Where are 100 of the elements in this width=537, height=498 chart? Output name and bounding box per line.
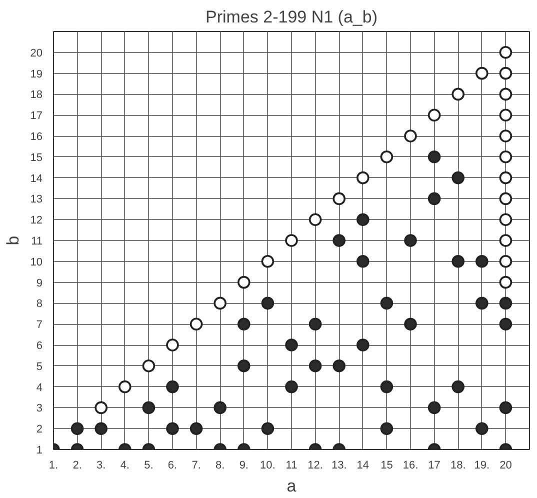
x-tick-label: 10. <box>260 460 276 472</box>
x-tick-label: 4. <box>120 460 130 472</box>
y-tick-label: 15 <box>30 152 43 164</box>
point <box>452 255 464 268</box>
point <box>285 234 298 247</box>
point <box>380 422 394 435</box>
y-tick-label: 6 <box>36 340 43 352</box>
y-tick-label: 4 <box>36 382 43 394</box>
point <box>356 171 370 184</box>
point <box>499 88 512 101</box>
point <box>499 46 512 59</box>
x-tick-label: 9. <box>239 460 248 472</box>
point <box>308 213 322 226</box>
point <box>499 130 512 142</box>
point <box>452 380 464 394</box>
x-tick-label: 11 <box>286 460 298 472</box>
point <box>332 234 346 247</box>
point <box>499 150 512 164</box>
point <box>452 171 464 184</box>
point <box>190 318 203 330</box>
point <box>404 318 417 330</box>
point <box>380 296 394 310</box>
point <box>261 296 274 310</box>
x-tick-label: 5. <box>144 460 154 472</box>
x-tick-label: 6. <box>168 460 178 472</box>
point <box>404 130 417 142</box>
y-tick-label: 10 <box>30 256 43 268</box>
y-tick-label: 18 <box>30 89 43 102</box>
x-tick-label: 19. <box>474 460 490 472</box>
point <box>499 192 512 206</box>
x-tick-label: 17 <box>428 460 440 472</box>
point <box>70 422 84 435</box>
point <box>380 380 394 394</box>
point <box>452 88 464 101</box>
x-tick-label: 2. <box>72 460 82 472</box>
point <box>428 150 441 164</box>
y-tick-label: 16 <box>30 131 43 143</box>
y-tick-label: 14 <box>30 172 43 185</box>
point <box>499 318 512 330</box>
point <box>285 380 298 394</box>
x-tick-label: 1. <box>48 460 58 472</box>
point <box>356 338 370 352</box>
point <box>476 296 488 310</box>
point <box>261 422 274 435</box>
point <box>476 66 488 80</box>
y-tick-label: 8 <box>36 298 43 310</box>
point <box>238 276 250 289</box>
point <box>356 255 370 268</box>
point <box>166 422 179 435</box>
x-axis-title: a <box>286 476 297 496</box>
point <box>94 401 108 414</box>
point <box>499 171 512 184</box>
x-tick-label: 3. <box>96 460 106 472</box>
y-tick-label: 12 <box>30 214 43 227</box>
x-tick-label: 14 <box>356 460 370 472</box>
x-tick-label: 13. <box>331 460 347 472</box>
point <box>166 380 179 394</box>
point <box>428 401 441 414</box>
chart-title: Primes 2-199 N1 (a_b) <box>206 8 378 26</box>
point <box>476 422 488 435</box>
point <box>142 360 156 372</box>
point <box>308 318 322 330</box>
x-tick-label: 12. <box>308 460 323 472</box>
point <box>166 338 179 352</box>
point <box>214 296 226 310</box>
y-tick-label: 13 <box>30 194 43 206</box>
x-tick-label: 18. <box>450 460 466 472</box>
point <box>332 192 346 206</box>
point <box>285 338 298 352</box>
point <box>499 234 512 247</box>
point <box>428 108 441 122</box>
point <box>238 360 250 372</box>
point <box>94 422 108 435</box>
x-tick-label: 20 <box>500 460 512 472</box>
y-tick-label: 20 <box>30 47 43 60</box>
point <box>190 422 203 435</box>
point <box>499 255 512 268</box>
x-tick-label: 15 <box>380 460 393 472</box>
point <box>499 66 512 80</box>
point <box>499 401 512 414</box>
point <box>499 296 512 310</box>
point <box>118 380 132 394</box>
point <box>428 192 441 206</box>
y-tick-label: 7 <box>36 319 43 332</box>
y-axis-title: b <box>3 236 22 246</box>
y-tick-label: 1 <box>36 444 43 456</box>
x-tick-label: 16. <box>402 460 418 472</box>
point <box>380 150 394 164</box>
y-tick-label: 19 <box>30 68 43 80</box>
point <box>214 401 226 414</box>
point <box>142 401 156 414</box>
point <box>499 108 512 122</box>
point <box>332 360 346 372</box>
y-tick-label: 11 <box>31 236 43 248</box>
point <box>499 276 512 289</box>
y-tick-label: 5 <box>36 360 43 373</box>
x-tick-label: 8. <box>216 460 225 472</box>
y-tick-label: 3 <box>36 402 43 415</box>
point <box>238 318 250 330</box>
y-tick-label: 9 <box>36 277 43 290</box>
